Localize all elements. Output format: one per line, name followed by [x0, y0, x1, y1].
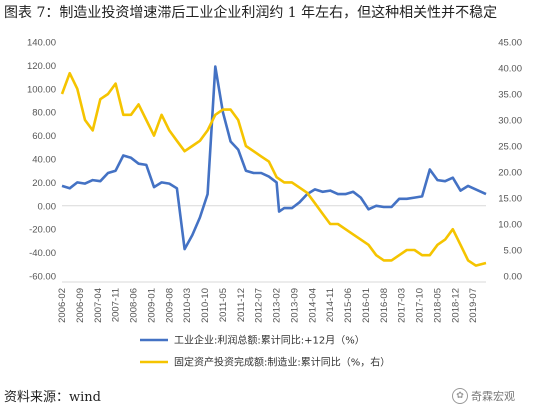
left-tick-label: -20.00: [29, 225, 56, 236]
x-tick-label: 2018-12: [450, 288, 461, 323]
x-tick-label: 2009-08: [164, 288, 175, 323]
x-tick-label: 2012-07: [254, 288, 265, 323]
left-tick-label: -60.00: [29, 272, 56, 283]
left-tick-label: 0.00: [38, 201, 57, 212]
series-line-1: [61, 65, 487, 251]
x-tick-label: 2011-12: [236, 288, 247, 322]
right-tick-label: 35.00: [498, 90, 522, 101]
x-tick-label: 2015-06: [343, 288, 354, 323]
right-tick-label: 25.00: [498, 142, 522, 153]
watermark: ✿ 奇霖宏观: [452, 388, 515, 404]
x-tick-label: 2013-02: [272, 288, 283, 323]
left-tick-label: -40.00: [29, 248, 56, 259]
x-tick-label: 2019-07: [468, 288, 479, 323]
wechat-icon: ✿: [452, 388, 468, 404]
right-tick-label: 0.00: [504, 272, 523, 283]
left-tick-label: 100.00: [27, 84, 56, 95]
x-tick-label: 2008-06: [129, 288, 140, 323]
x-tick-label: 2007-04: [93, 288, 104, 323]
left-tick-label: 140.00: [27, 38, 56, 49]
x-tick-label: 2014-04: [307, 288, 318, 323]
x-tick-label: 2006-02: [57, 288, 68, 323]
x-tick-label: 2009-01: [146, 288, 157, 323]
right-tick-label: 5.00: [504, 246, 523, 257]
x-tick-label: 2007-11: [111, 288, 122, 322]
x-tick-label: 2017-10: [415, 288, 426, 323]
right-tick-label: 20.00: [498, 168, 522, 179]
legend-label-1: 工业企业:利润总额:累计同比:+12月（%）: [174, 334, 365, 347]
right-tick-label: 30.00: [498, 116, 522, 127]
x-tick-label: 2017-03: [397, 288, 408, 323]
right-tick-label: 45.00: [498, 38, 522, 49]
left-tick-label: 80.00: [32, 108, 56, 119]
x-tick-label: 2013-09: [289, 288, 300, 323]
x-tick-label: 2018-05: [432, 288, 443, 323]
series-line-2: [60, 71, 487, 267]
left-tick-label: 120.00: [27, 61, 56, 72]
x-tick-label: 2010-10: [200, 288, 211, 323]
left-tick-label: 40.00: [32, 155, 56, 166]
x-tick-label: 2016-08: [379, 288, 390, 323]
right-tick-label: 40.00: [498, 64, 522, 75]
right-tick-label: 10.00: [498, 220, 522, 231]
x-tick-label: 2016-01: [361, 288, 372, 323]
watermark-text: 奇霖宏观: [471, 390, 515, 403]
x-tick-label: 2014-11: [325, 288, 336, 322]
legend-label-2: 固定资产投资完成额:制造业:累计同比（%，右）: [174, 356, 390, 369]
left-tick-label: 20.00: [32, 178, 56, 189]
left-tick-label: 60.00: [32, 131, 56, 142]
x-tick-label: 2006-09: [75, 288, 86, 323]
x-tick-label: 2010-03: [182, 288, 193, 323]
x-tick-label: 2011-05: [218, 288, 229, 322]
right-tick-label: 15.00: [498, 194, 522, 205]
chart-title: 图表 7：制造业投资增速滞后工业企业利润约 1 年左右，但这种相关性并不稳定: [4, 5, 498, 21]
source-note: 资料来源：wind: [4, 390, 101, 405]
